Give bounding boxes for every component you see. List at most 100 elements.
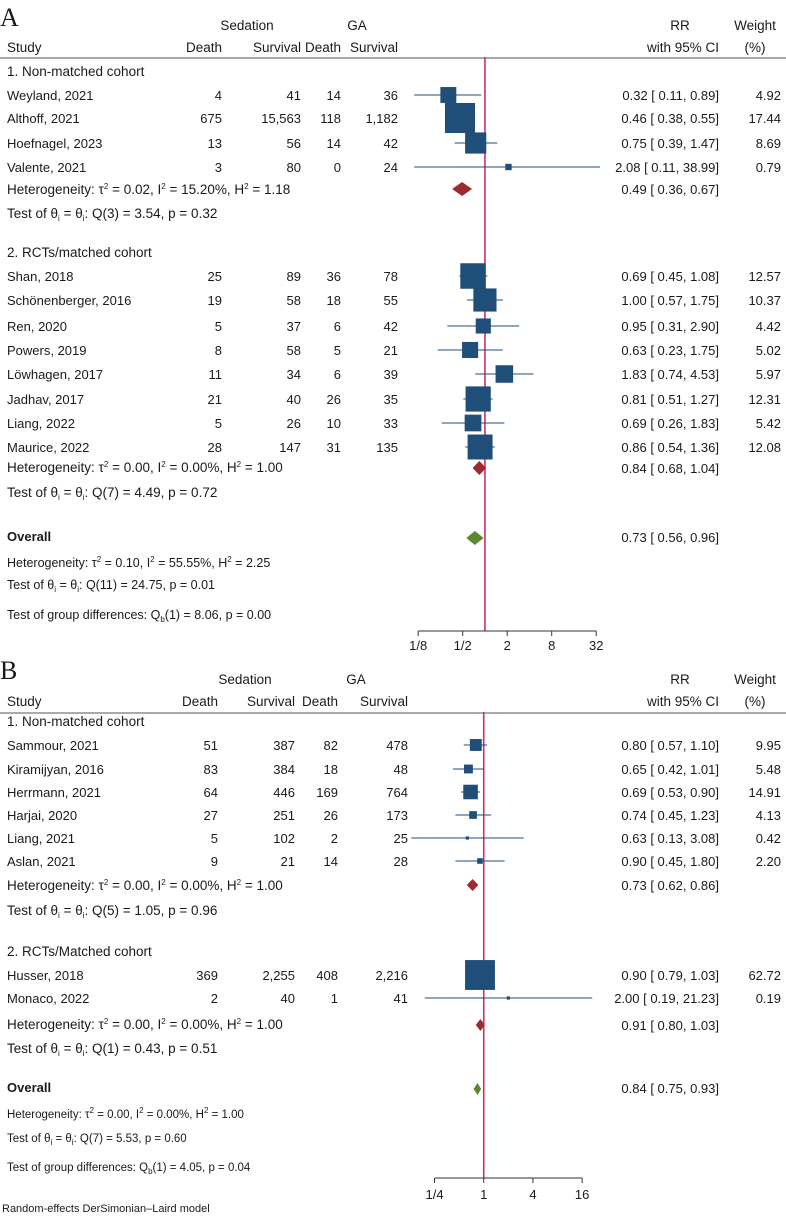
overall-heterogeneity: Heterogeneity: τ2 = 0.10, I2 = 55.55%, H… [7, 555, 270, 570]
sedation-survival-count: 251 [273, 808, 295, 823]
ga-survival-count: 33 [384, 416, 398, 431]
study-name: Löwhagen, 2017 [7, 367, 103, 382]
weight-value: 12.08 [748, 440, 781, 455]
ga-survival-count: 28 [394, 854, 408, 869]
rr-ci-value: 2.08 [ 0.11, 38.99] [615, 160, 719, 175]
sedation-death-count: 369 [196, 968, 218, 983]
panel-label: B [0, 656, 17, 685]
header-weight-unit: (%) [745, 694, 766, 709]
rr-ci-value: 0.46 [ 0.38, 0.55] [621, 111, 719, 126]
overall-pooled-ci: 0.84 [ 0.75, 0.93] [621, 1081, 719, 1096]
sedation-death-count: 19 [208, 293, 222, 308]
subgroup-pooled-diamond [475, 1019, 485, 1031]
rr-ci-value: 2.00 [ 0.19, 21.23] [614, 991, 719, 1006]
subgroup-homogeneity-test: Test of θi = θi: Q(7) = 4.49, p = 0.72 [7, 485, 217, 502]
sedation-death-count: 27 [204, 808, 218, 823]
rr-ci-value: 0.69 [ 0.53, 0.90] [621, 785, 719, 800]
study-name: Maurice, 2022 [7, 440, 89, 455]
sedation-death-count: 675 [200, 111, 222, 126]
study-name: Sammour, 2021 [7, 738, 99, 753]
subgroup-pooled-ci: 0.91 [ 0.80, 1.03] [621, 1018, 719, 1033]
rr-ci-value: 0.65 [ 0.42, 1.01] [621, 762, 719, 777]
header-ci: with 95% CI [646, 694, 719, 709]
ga-survival-count: 25 [394, 831, 408, 846]
x-tick-label: 1/4 [425, 1187, 443, 1202]
sedation-survival-count: 26 [287, 416, 301, 431]
x-tick-label: 8 [548, 638, 555, 653]
header-weight-unit: (%) [745, 40, 766, 55]
header-sedation: Sedation [220, 18, 273, 33]
ga-survival-count: 478 [386, 738, 408, 753]
sedation-death-count: 2 [211, 991, 218, 1006]
subgroup-title: 2. RCTs/matched cohort [7, 245, 152, 260]
weight-value: 5.02 [756, 343, 781, 358]
sedation-survival-count: 40 [281, 991, 295, 1006]
study-name: Weyland, 2021 [7, 88, 94, 103]
sedation-survival-count: 147 [279, 440, 301, 455]
ga-death-count: 0 [334, 160, 341, 175]
weight-value: 4.42 [756, 319, 781, 334]
sedation-survival-count: 58 [287, 293, 301, 308]
ga-death-count: 14 [327, 136, 341, 151]
overall-heterogeneity: Heterogeneity: τ2 = 0.00, I2 = 0.00%, H2… [7, 1106, 244, 1121]
overall-label: Overall [7, 529, 51, 544]
sedation-death-count: 51 [204, 738, 218, 753]
header-sedation-death: Death [182, 694, 218, 709]
study-weight-square [495, 365, 514, 383]
study-name: Powers, 2019 [7, 343, 87, 358]
rr-ci-value: 0.69 [ 0.26, 1.83] [621, 416, 719, 431]
ga-survival-count: 764 [386, 785, 408, 800]
weight-value: 10.37 [748, 293, 781, 308]
subgroup-heterogeneity: Heterogeneity: τ2 = 0.00, I2 = 0.00%, H2… [7, 460, 283, 475]
sedation-survival-count: 58 [287, 343, 301, 358]
forest-panel-b: B Sedation GA RR Weight Study Death Survival Dea… [0, 656, 786, 1202]
header-ga: GA [347, 18, 367, 33]
study-name: Monaco, 2022 [7, 991, 89, 1006]
weight-value: 0.42 [756, 831, 781, 846]
sedation-survival-count: 89 [287, 269, 301, 284]
sedation-survival-count: 41 [287, 88, 301, 103]
study-name: Liang, 2022 [7, 416, 75, 431]
rr-ci-value: 0.86 [ 0.54, 1.36] [621, 440, 719, 455]
overall-pooled-diamond [466, 531, 484, 545]
weight-value: 12.57 [748, 269, 781, 284]
ga-death-count: 26 [327, 392, 341, 407]
study-name: Schönenberger, 2016 [7, 293, 131, 308]
ga-survival-count: 55 [384, 293, 398, 308]
study-weight-square [465, 386, 491, 412]
sedation-death-count: 13 [208, 136, 222, 151]
overall-homogeneity-test: Test of θi = θi: Q(7) = 5.53, p = 0.60 [7, 1133, 187, 1147]
subgroup-heterogeneity: Heterogeneity: τ2 = 0.00, I2 = 0.00%, H2… [7, 1017, 283, 1032]
x-tick-label: 1/8 [409, 638, 427, 653]
weight-value: 5.97 [756, 367, 781, 382]
study-name: Jadhav, 2017 [7, 392, 84, 407]
header-ga: GA [346, 672, 366, 687]
ga-death-count: 14 [327, 88, 341, 103]
subgroup-title: 1. Non-matched cohort [7, 64, 145, 79]
ga-death-count: 31 [327, 440, 341, 455]
sedation-death-count: 83 [204, 762, 218, 777]
study-name: Liang, 2021 [7, 831, 75, 846]
study-weight-square [440, 87, 457, 103]
header-study: Study [7, 40, 42, 55]
weight-value: 14.91 [748, 785, 781, 800]
rr-ci-value: 0.63 [ 0.13, 3.08] [621, 831, 719, 846]
sedation-survival-count: 2,255 [262, 968, 295, 983]
ga-survival-count: 2,216 [375, 968, 408, 983]
subgroup-homogeneity-test: Test of θi = θi: Q(5) = 1.05, p = 0.96 [7, 903, 217, 920]
weight-value: 4.92 [756, 88, 781, 103]
ga-survival-count: 1,182 [365, 111, 398, 126]
sedation-death-count: 4 [215, 88, 222, 103]
x-tick-label: 1/2 [454, 638, 472, 653]
header-ci: with 95% CI [646, 40, 719, 55]
weight-value: 4.13 [756, 808, 781, 823]
rr-ci-value: 1.83 [ 0.74, 4.53] [621, 367, 719, 382]
header-rr: RR [670, 18, 690, 33]
study-name: Valente, 2021 [7, 160, 86, 175]
subgroup-pooled-ci: 0.84 [ 0.68, 1.04] [621, 461, 719, 476]
study-weight-square [464, 414, 482, 432]
study-name: Ren, 2020 [7, 319, 67, 334]
sedation-death-count: 9 [211, 854, 218, 869]
rr-ci-value: 0.75 [ 0.39, 1.47] [621, 136, 719, 151]
